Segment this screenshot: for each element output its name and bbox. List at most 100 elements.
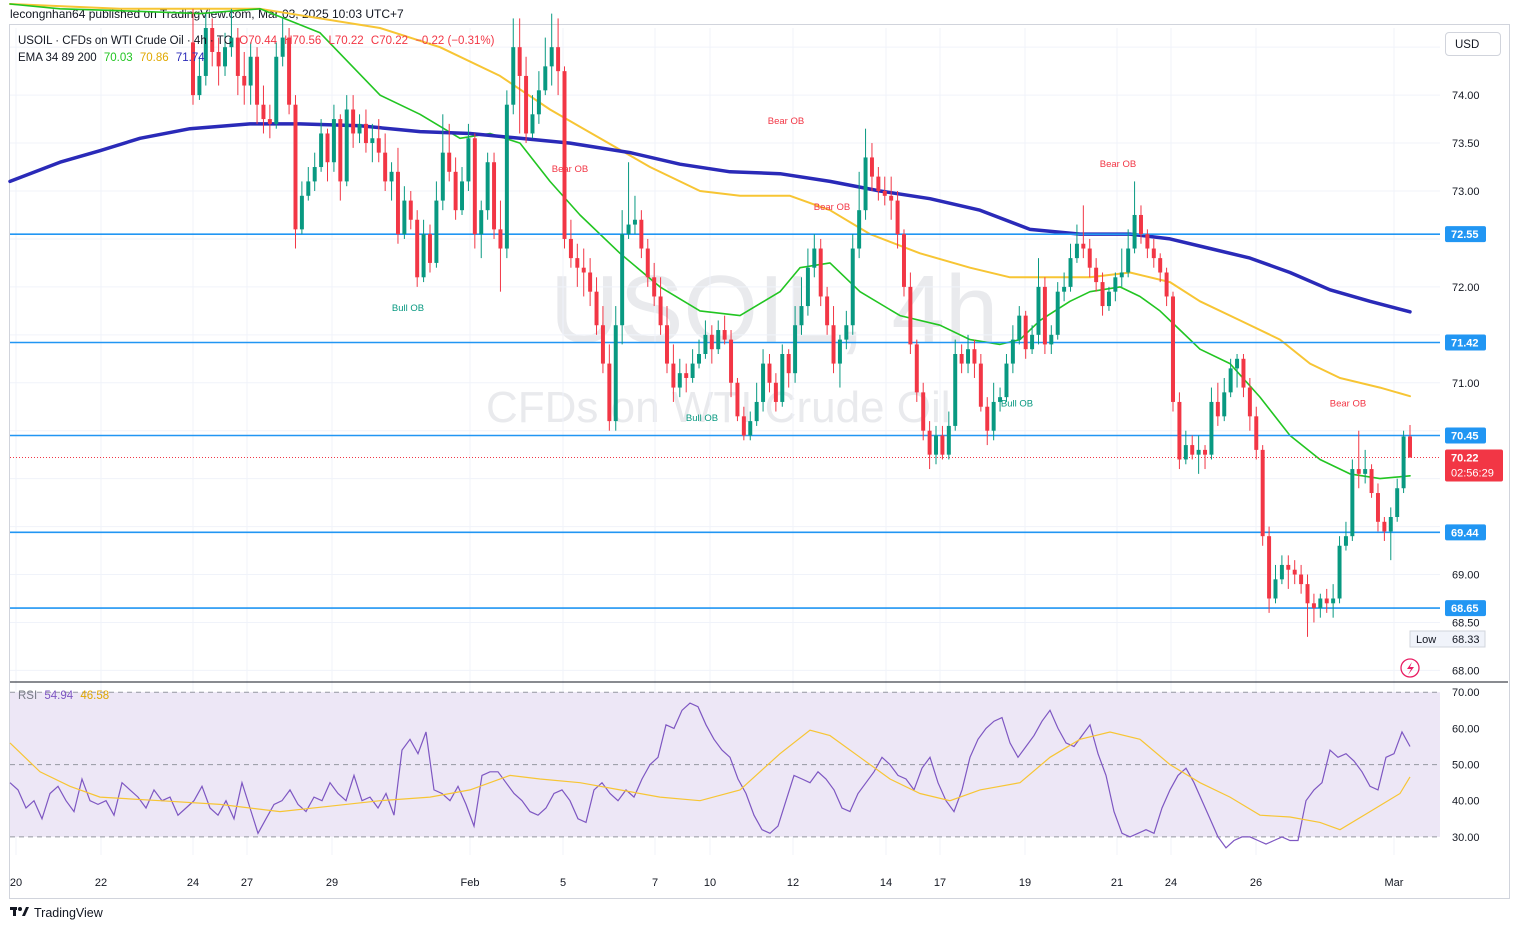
candle-body (1273, 579, 1278, 599)
price-tick-label: 74.00 (1452, 90, 1480, 102)
candle-body (927, 430, 932, 455)
level-price-label: 68.65 (1451, 603, 1479, 615)
candle-body (1042, 286, 1047, 345)
candle-body (972, 349, 977, 364)
candle-body (1203, 449, 1208, 455)
candle-body (1062, 286, 1067, 292)
candle-body (869, 157, 874, 177)
candle-body (338, 119, 343, 182)
candle-body (1388, 517, 1393, 532)
candle-body (761, 363, 766, 402)
time-axis-label: Feb (461, 877, 480, 889)
ema200-value: 71.74 (175, 52, 205, 64)
candle-body (1305, 584, 1310, 604)
candle-body (908, 286, 913, 345)
candle-body (1196, 449, 1201, 455)
candle-body (280, 37, 285, 57)
ema34-value: 70.03 (103, 52, 133, 64)
candle-body (363, 123, 368, 144)
bar-countdown: 02:56:29 (1451, 468, 1494, 480)
candle-body (562, 71, 567, 239)
price-tick-label: 68.50 (1452, 617, 1480, 629)
watermark-symbol: USOIL, 4h (550, 256, 999, 363)
candle-body (607, 363, 612, 422)
candle-body (248, 56, 253, 86)
candle-body (1017, 315, 1022, 340)
candle-body (786, 354, 791, 374)
rsi-ma-value: 46.58 (80, 690, 110, 702)
candle-body (805, 267, 810, 307)
candle-body (658, 296, 663, 326)
candle-body (428, 234, 432, 263)
candle-body (261, 104, 266, 120)
lightning-icon (1400, 658, 1420, 678)
candle-body (1171, 296, 1175, 402)
candle-body (767, 363, 772, 383)
price-tick-label: 69.00 (1452, 570, 1480, 582)
candle-body (1286, 564, 1291, 570)
candle-body (1299, 574, 1304, 585)
candle-body (197, 75, 202, 96)
candle-body (1119, 272, 1124, 278)
candle-body (1247, 387, 1252, 417)
time-axis-label: 17 (934, 877, 946, 889)
candle-body (357, 123, 362, 134)
candle-body (959, 354, 964, 364)
candle-body (825, 296, 830, 326)
candle-body (1023, 315, 1028, 350)
level-price-label: 69.44 (1451, 527, 1479, 539)
candle-body (1331, 598, 1336, 604)
candle-body (1074, 243, 1079, 259)
candle-body (1401, 436, 1406, 489)
ema89-value: 70.86 (139, 52, 169, 64)
rsi-line (9, 702, 1411, 849)
candle-body (447, 152, 452, 172)
currency-button[interactable]: USD (1445, 32, 1501, 56)
level-price-tag (1445, 427, 1486, 444)
low-tag (1409, 630, 1486, 648)
ema-legend: EMA 34 89 200 70.03 70.86 71.74 (18, 52, 209, 64)
candle-body (1241, 358, 1246, 388)
candle-body (274, 56, 279, 124)
time-axis-label: 12 (787, 877, 799, 889)
candle-body (485, 162, 490, 211)
candle-body (626, 224, 631, 235)
candle-body (729, 339, 734, 383)
candle-body (453, 171, 458, 211)
candle-body (722, 330, 727, 340)
candle-body (953, 354, 958, 426)
candle-body (1010, 339, 1015, 364)
candle-body (421, 234, 426, 278)
candle-body (1177, 401, 1182, 460)
candle-body (325, 133, 330, 163)
rsi-tick-label: 30.00 (1452, 832, 1480, 844)
candle-body (837, 339, 842, 364)
footer-brand[interactable]: TradingView (10, 905, 103, 920)
candle-body (530, 114, 535, 134)
candle-body (402, 200, 407, 235)
candle-body (754, 401, 759, 422)
candle-body (780, 354, 785, 402)
candle-body (1036, 286, 1041, 335)
price-tick-label: 73.00 (1452, 186, 1480, 198)
candle-body (1324, 598, 1329, 604)
candle-body (588, 272, 593, 292)
candle-body (1267, 536, 1272, 599)
time-axis-label: 19 (1019, 877, 1031, 889)
candle-body (1087, 248, 1092, 268)
candle-body (191, 42, 195, 96)
candle-body (914, 344, 919, 393)
candle-body (1190, 445, 1195, 455)
candle-body (1292, 569, 1297, 575)
candle-body (581, 267, 586, 273)
time-axis-label: 29 (326, 877, 338, 889)
candle-body (299, 195, 304, 230)
candle-body (1100, 282, 1105, 307)
candle-body (1337, 545, 1342, 599)
rsi-tick-label: 40.00 (1452, 796, 1480, 808)
candle-body (966, 349, 971, 364)
candle-body (517, 47, 522, 76)
order-block-label: Bull OB (1001, 399, 1033, 410)
low-value: 68.33 (1452, 634, 1480, 646)
